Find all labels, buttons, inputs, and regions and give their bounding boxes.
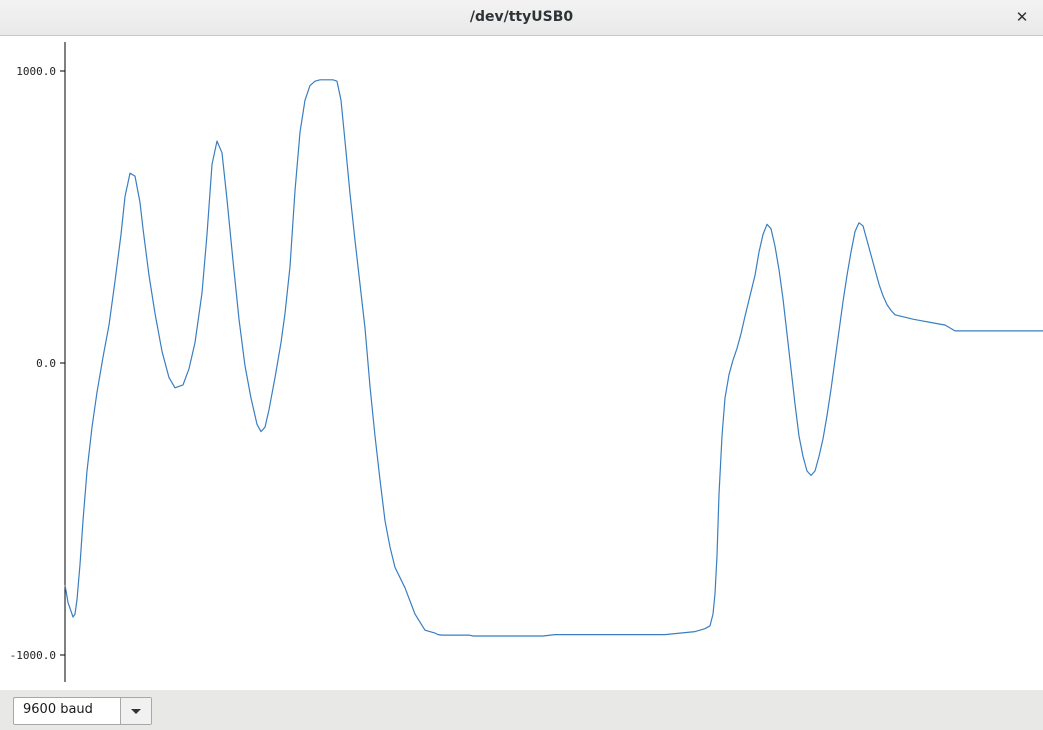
baud-rate-value: 9600 baud <box>23 702 93 717</box>
close-icon[interactable]: ✕ <box>1015 8 1029 26</box>
serial-plotter-area: 1000.0 0.0 -1000.0 <box>0 37 1043 690</box>
y-tick-label: 0.0 <box>36 357 56 370</box>
series-group <box>64 79 1043 637</box>
baud-rate-select[interactable]: 9600 baud <box>13 697 152 725</box>
window-title: /dev/ttyUSB0 <box>469 9 574 25</box>
y-tick-label: 1000.0 <box>16 65 56 78</box>
baud-dropdown-button[interactable] <box>120 698 151 724</box>
series-line-1 <box>64 79 1043 637</box>
window-titlebar: /dev/ttyUSB0 ✕ <box>0 0 1043 36</box>
chevron-down-icon <box>131 709 141 714</box>
y-axis: 1000.0 0.0 -1000.0 <box>10 42 66 682</box>
bottom-toolbar: 9600 baud <box>0 690 1043 730</box>
serial-plot-chart: 1000.0 0.0 -1000.0 <box>10 42 1043 682</box>
y-tick-label: -1000.0 <box>10 649 56 662</box>
